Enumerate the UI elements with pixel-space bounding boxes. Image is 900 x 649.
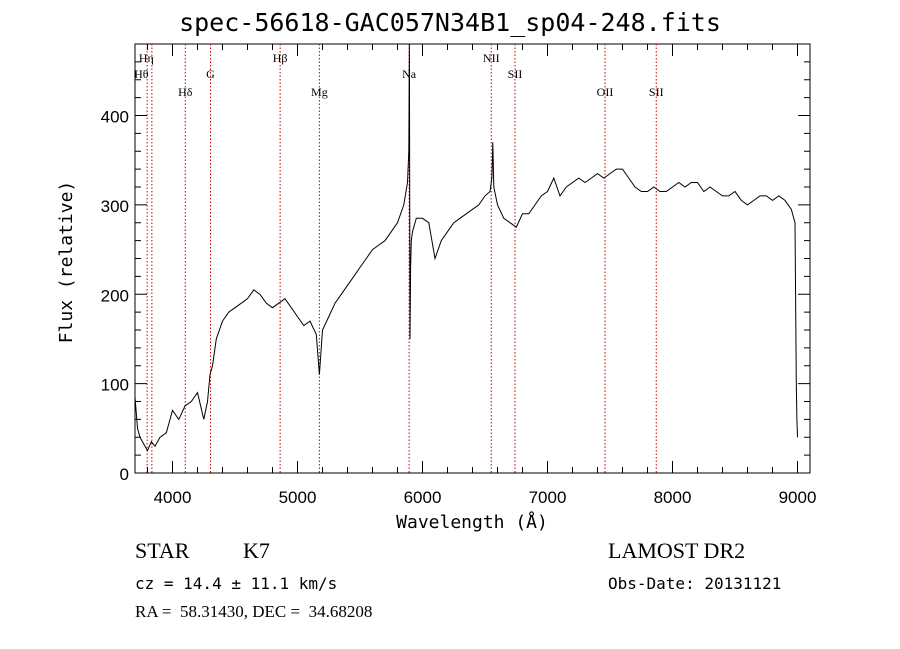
x-tick-label: 6000 [404, 488, 442, 507]
x-tick-label: 7000 [529, 488, 567, 507]
line-label: Mg [311, 85, 328, 99]
object-class: STAR [135, 538, 190, 563]
obs-date-text: Obs-Date: 20131121 [608, 574, 782, 593]
chart-title: spec-56618-GAC057N34B1_sp04-248.fits [179, 8, 721, 37]
x-tick-label: 4000 [154, 488, 192, 507]
x-axis-label: Wavelength (Å) [396, 511, 548, 533]
line-label: Hθ [134, 67, 149, 81]
x-tick-label: 9000 [779, 488, 817, 507]
object-subclass: K7 [243, 538, 270, 563]
y-axis-label: Flux (relative) [56, 181, 77, 344]
y-tick-label: 100 [101, 376, 129, 395]
x-tick-label: 5000 [279, 488, 317, 507]
coordinates-text: RA = 58.31430, DEC = 34.68208 [135, 602, 373, 621]
line-label: Hβ [273, 51, 288, 65]
plot-frame [134, 43, 811, 474]
redshift-text: cz = 14.4 ± 11.1 km/s [135, 574, 338, 593]
spectrum-line [134, 43, 798, 452]
y-tick-label: 300 [101, 197, 129, 216]
survey-name: LAMOST DR2 [608, 538, 746, 563]
y-tick-label: 200 [101, 286, 129, 305]
line-label: SII [649, 85, 664, 99]
x-tick-label: 8000 [654, 488, 692, 507]
line-label: NII [483, 51, 500, 65]
line-label: Hη [139, 51, 154, 65]
line-label: SII [508, 67, 523, 81]
line-label: G [206, 67, 215, 81]
line-label: Hδ [178, 85, 193, 99]
line-label: OII [597, 85, 614, 99]
y-tick-label: 0 [120, 465, 129, 484]
y-tick-label: 400 [101, 108, 129, 127]
